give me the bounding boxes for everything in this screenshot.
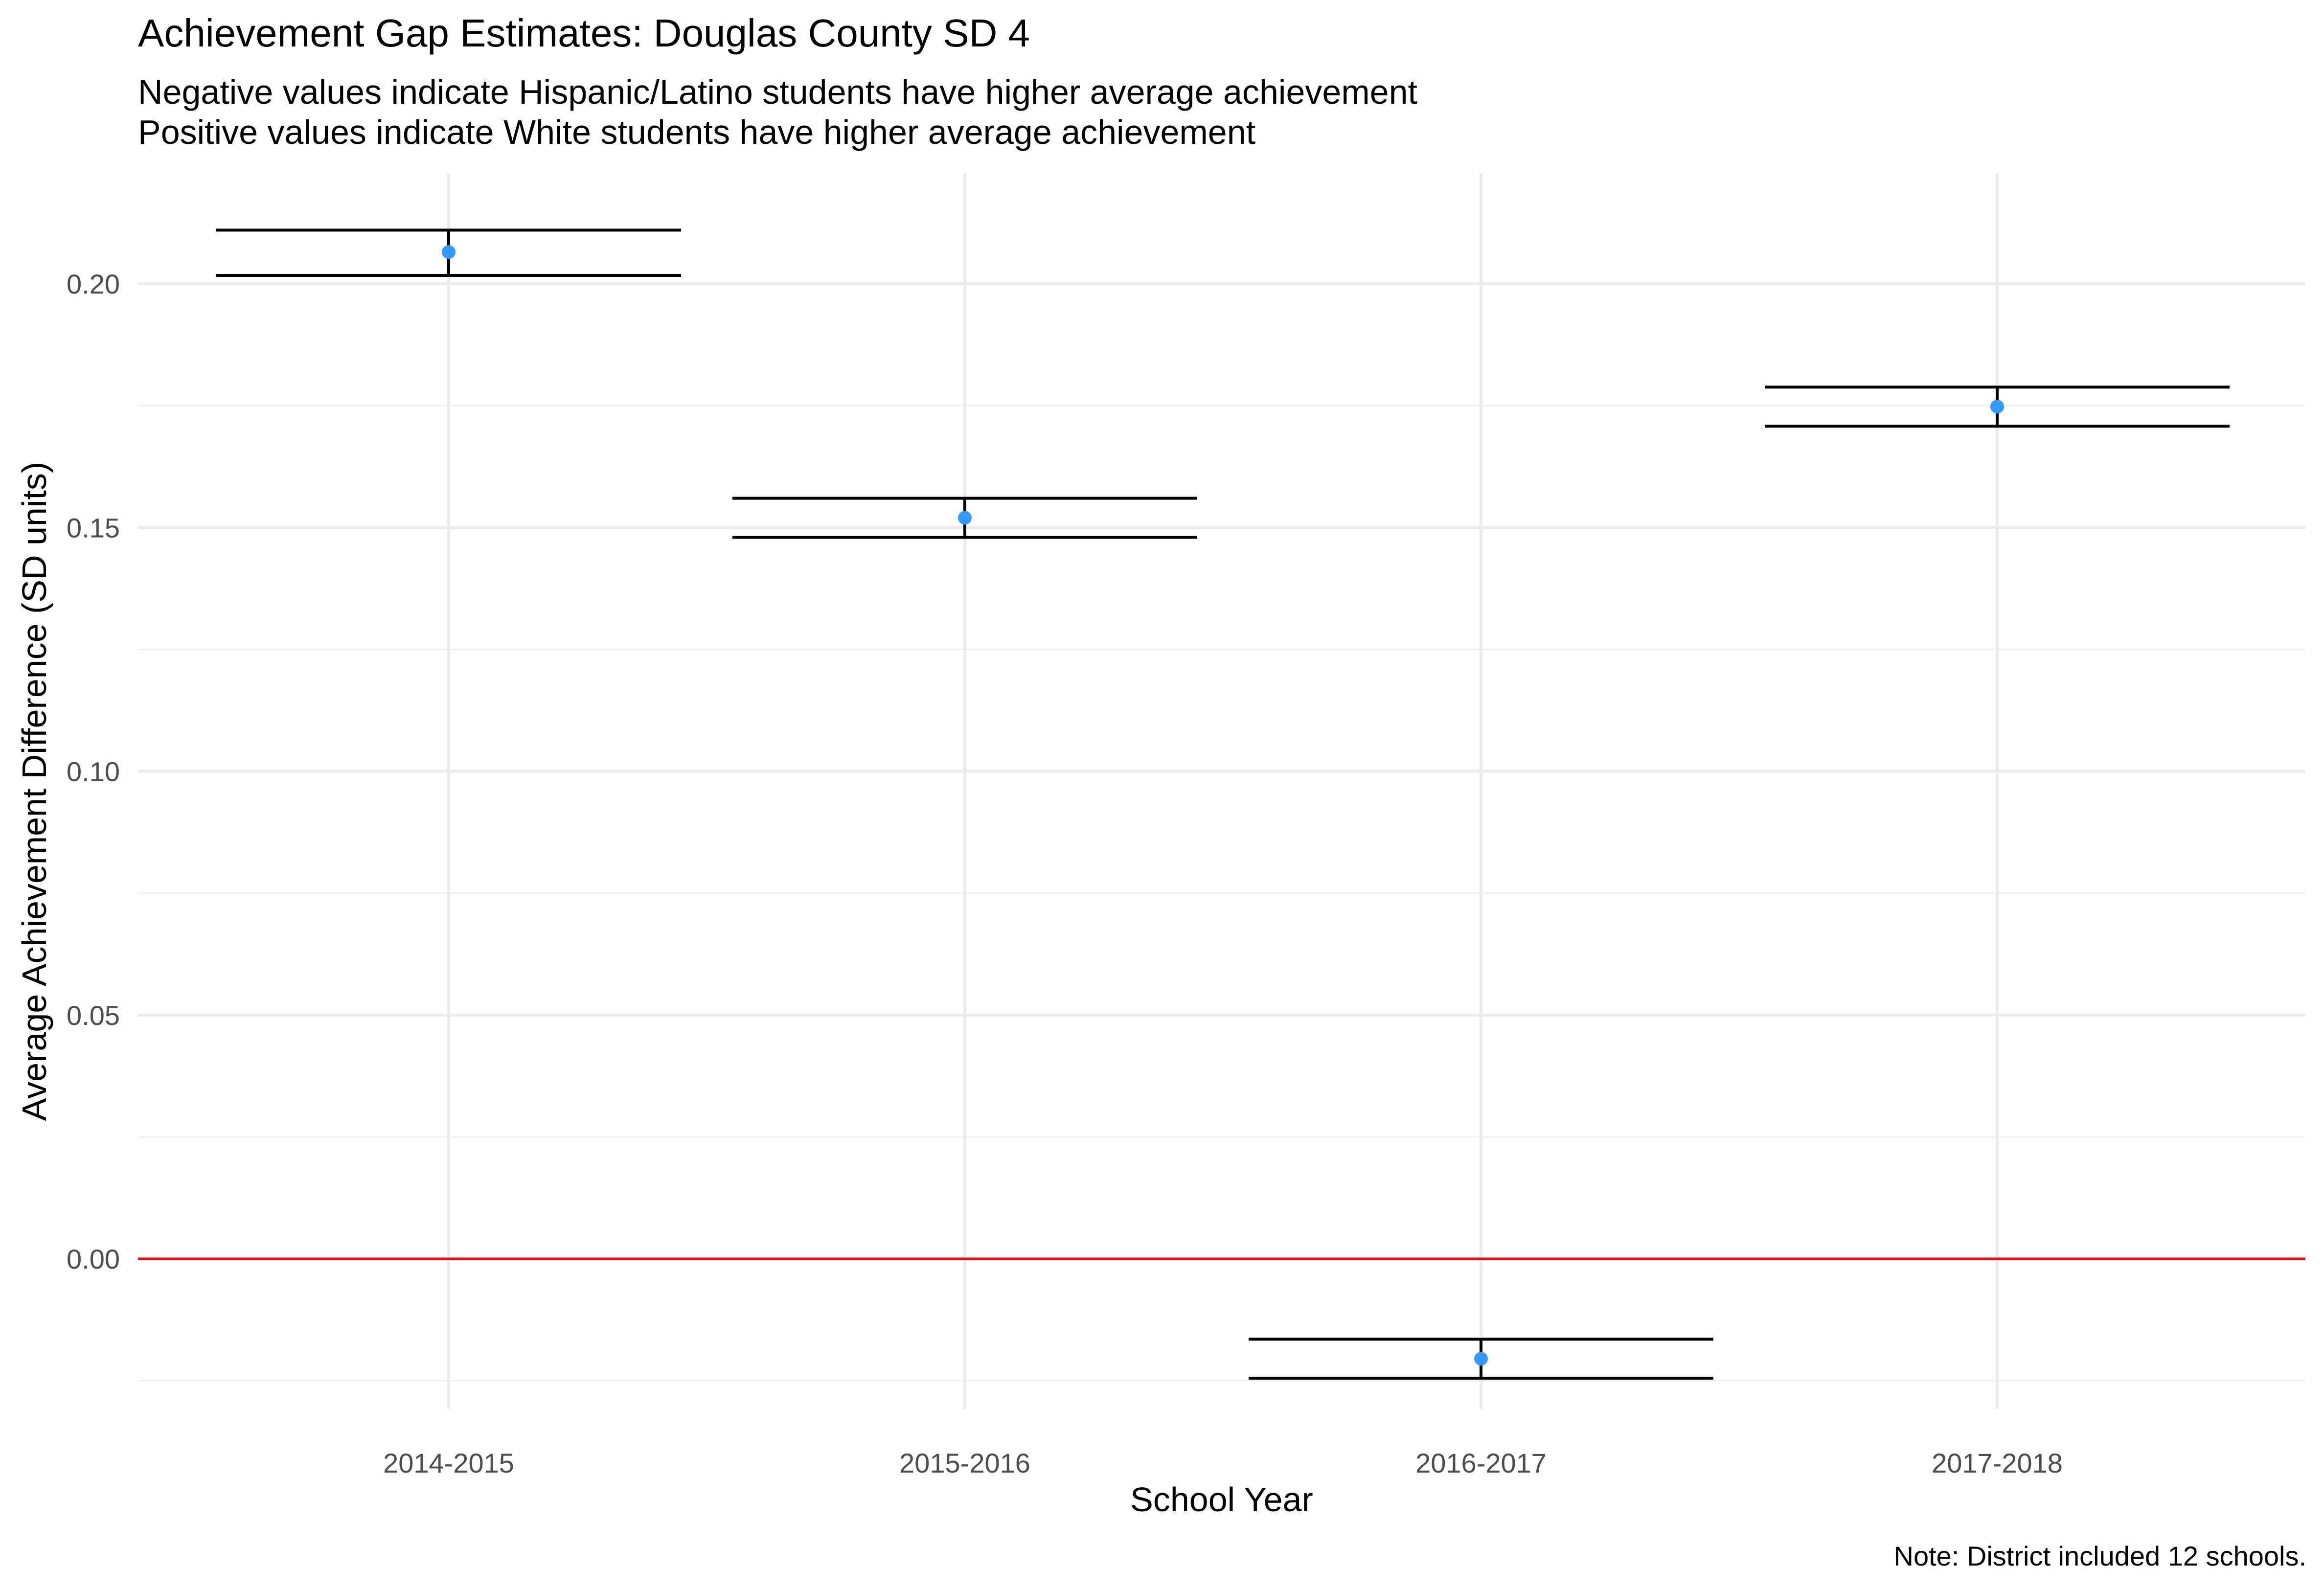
data-point <box>442 245 456 259</box>
chart-title: Achievement Gap Estimates: Douglas Count… <box>138 11 1030 55</box>
y-axis-label: Average Achievement Difference (SD units… <box>15 461 53 1121</box>
data-point <box>1474 1352 1488 1366</box>
data-point <box>1990 400 2004 414</box>
x-tick-label: 2017-2018 <box>1932 1448 2063 1478</box>
x-tick-label: 2015-2016 <box>899 1448 1030 1478</box>
chart-caption: Note: District included 12 schools. <box>1893 1541 2307 1571</box>
x-tick-label: 2016-2017 <box>1415 1448 1547 1478</box>
y-tick-labels: 0.00 0.05 0.10 0.15 0.20 <box>67 269 120 1274</box>
chart-subtitle-line-1: Negative values indicate Hispanic/Latino… <box>138 73 1417 111</box>
major-gridlines <box>138 174 2305 1409</box>
data-points <box>442 245 2004 1366</box>
minor-gridlines <box>138 405 2305 1382</box>
y-tick-label: 0.00 <box>67 1244 120 1274</box>
y-tick-label: 0.15 <box>67 512 120 543</box>
y-tick-label: 0.05 <box>67 1000 120 1031</box>
error-bars <box>216 228 2230 1380</box>
y-tick-label: 0.10 <box>67 756 120 787</box>
x-tick-labels: 2014-2015 2015-2016 2016-2017 2017-2018 <box>383 1448 2063 1478</box>
data-point <box>958 511 972 525</box>
y-tick-label: 0.20 <box>67 269 120 299</box>
x-axis-label: School Year <box>1130 1480 1313 1519</box>
x-tick-label: 2014-2015 <box>383 1448 514 1478</box>
chart-subtitle-line-2: Positive values indicate White students … <box>138 113 1256 151</box>
